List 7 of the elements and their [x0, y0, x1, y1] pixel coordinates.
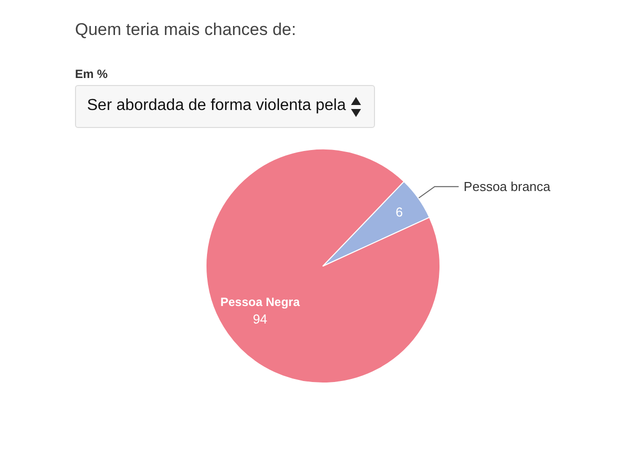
dropdown-field: Ser abordada de forma violenta pela	[75, 85, 375, 128]
data-label: 94	[252, 312, 268, 327]
slice-label: Pessoa Negra	[220, 295, 300, 310]
data-label: 6	[396, 204, 403, 220]
text: Em %	[75, 67, 108, 81]
slice-label: Pessoa branca	[464, 179, 552, 194]
chart-title: Quem teria mais chances de:	[75, 20, 296, 40]
